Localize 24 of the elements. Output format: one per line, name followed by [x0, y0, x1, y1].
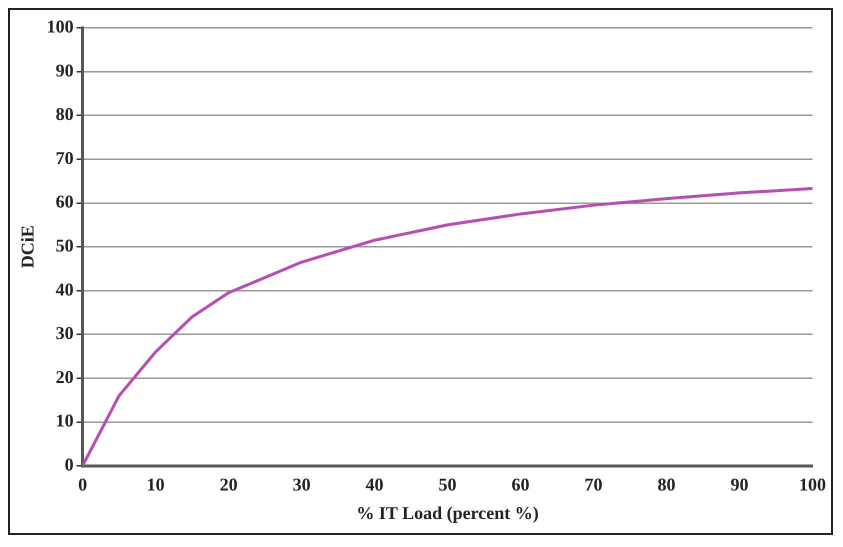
y-tick-label: 90: [56, 60, 74, 80]
x-tick-label: 70: [584, 474, 603, 494]
x-tick-label: 40: [366, 474, 384, 494]
x-tick-label: 30: [292, 474, 311, 494]
y-tick-label: 40: [56, 279, 74, 300]
x-tick-label: 0: [78, 474, 88, 494]
y-tick-label: 50: [56, 235, 74, 256]
x-tick-label: 20: [220, 474, 238, 494]
x-tick-label: 90: [730, 474, 749, 494]
y-tick-label: 30: [56, 323, 74, 344]
x-tick-label: 100: [799, 474, 826, 494]
x-tick-label: 60: [512, 474, 530, 494]
x-tick-label: 50: [438, 474, 457, 494]
x-axis-title: % IT Load (percent %): [356, 502, 539, 523]
y-tick-label: 70: [56, 148, 74, 168]
y-tick-label: 0: [64, 454, 74, 474]
x-tick-label: 80: [658, 474, 676, 494]
y-tick-label: 20: [56, 366, 74, 387]
y-tick-label: 60: [56, 192, 74, 212]
y-tick-label: 10: [56, 410, 74, 431]
x-tick-label: 10: [146, 474, 165, 494]
y-tick-label: 80: [56, 104, 74, 124]
y-axis-title: DCiE: [17, 225, 38, 268]
y-tick-label: 100: [46, 16, 74, 36]
